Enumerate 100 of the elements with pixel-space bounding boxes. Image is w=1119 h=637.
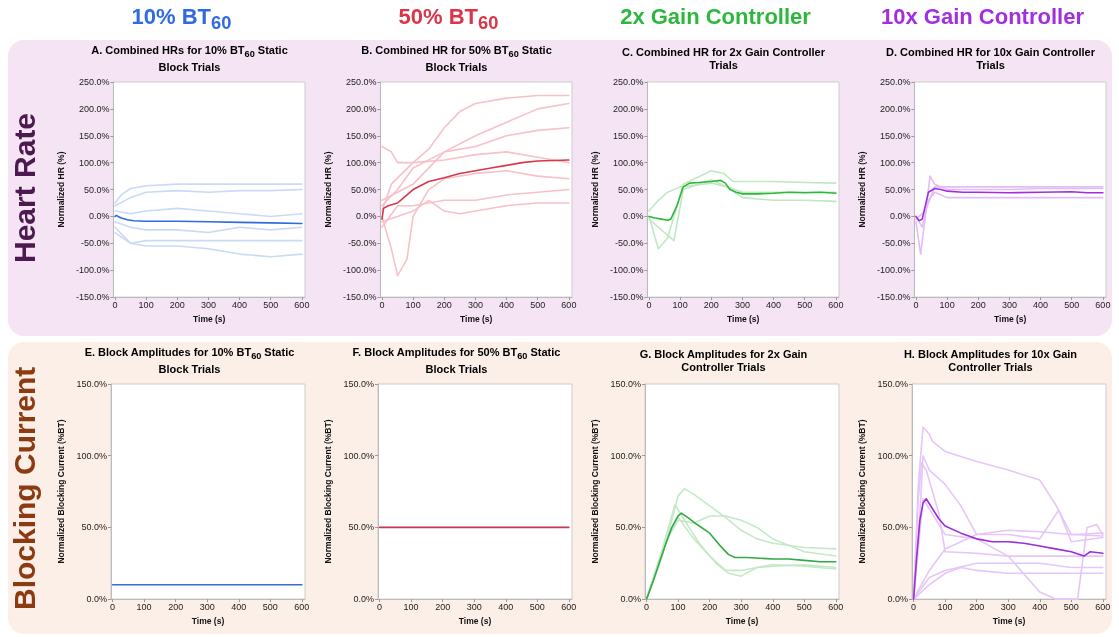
y-tick-label: 100.0% bbox=[78, 157, 110, 168]
y-tick-label: 50.0% bbox=[884, 184, 911, 195]
y-tick-label: 100.0% bbox=[610, 450, 641, 461]
y-tick-label: 250.0% bbox=[78, 77, 110, 87]
chart-title: H. Block Amplitudes for 10x Gain Controller Trials bbox=[902, 348, 1079, 374]
x-tick-label: 200 bbox=[435, 601, 451, 612]
x-tick-label: 400 bbox=[231, 601, 247, 612]
y-tick-label: 150.0% bbox=[78, 130, 110, 141]
text: Blocking Current bbox=[8, 365, 42, 612]
y-tick-label: 200.0% bbox=[78, 103, 110, 114]
y-tick-label: -50.0% bbox=[614, 238, 644, 249]
y-tick-label: 150.0% bbox=[612, 130, 644, 141]
y-tick-label: 200.0% bbox=[879, 103, 911, 114]
x-tick-label: 400 bbox=[498, 601, 514, 612]
x-tick-label: 400 bbox=[765, 601, 781, 612]
y-tick-label: -100.0% bbox=[609, 265, 644, 276]
x-tick-label: 100 bbox=[670, 601, 686, 612]
x-tick-label: 100 bbox=[939, 299, 955, 310]
chart-title: D. Combined HR for 10x Gain Controller Trials bbox=[885, 46, 1096, 72]
x-axis-title: Time (s) bbox=[459, 313, 493, 324]
x-tick-label: 0 bbox=[112, 299, 118, 310]
y-tick-label: 0.0% bbox=[88, 211, 110, 222]
x-axis-title: Time (s) bbox=[458, 615, 492, 626]
y-tick-label: 150.0% bbox=[879, 130, 911, 141]
x-tick-label: 300 bbox=[199, 601, 215, 612]
chart-title: E. Block Amplitudes for 10% BT$_{60}$ Static Block Trials bbox=[84, 345, 295, 376]
y-tick-label: 0.0% bbox=[622, 211, 644, 222]
x-axis-title: Time (s) bbox=[993, 313, 1027, 324]
y-tick-label: 50.0% bbox=[350, 184, 377, 195]
x-tick-label: 100 bbox=[672, 299, 688, 310]
x-tick-label: 600 bbox=[294, 601, 310, 612]
chart-title: F. Block Amplitudes for 50% BT$_{60}$ Static Block Trials bbox=[352, 345, 561, 376]
text: Heart Rate bbox=[8, 111, 42, 266]
y-tick-label: 100.0% bbox=[877, 450, 908, 461]
x-tick-label: 400 bbox=[499, 299, 515, 310]
x-tick-label: 300 bbox=[734, 299, 750, 310]
x-tick-label: 300 bbox=[200, 299, 216, 310]
y-tick-label: 50.0% bbox=[83, 184, 110, 195]
chart-title: C. Combined HR for 2x Gain Controller Trials bbox=[621, 46, 826, 72]
y-tick-label: -150.0% bbox=[876, 292, 911, 303]
x-tick-label: 200 bbox=[702, 601, 718, 612]
x-tick-label: 500 bbox=[1064, 299, 1080, 310]
y-tick-label: 150.0% bbox=[343, 379, 374, 389]
y-tick-label: -50.0% bbox=[347, 238, 377, 249]
y-tick-label: 200.0% bbox=[345, 103, 377, 114]
x-tick-label: 100 bbox=[405, 299, 421, 310]
x-tick-label: 400 bbox=[1032, 601, 1048, 612]
x-tick-label: 0 bbox=[913, 299, 919, 310]
y-tick-label: 50.0% bbox=[348, 522, 374, 533]
y-tick-label: 50.0% bbox=[81, 522, 107, 533]
y-tick-label: 0.0% bbox=[355, 211, 377, 222]
y-tick-label: 100.0% bbox=[879, 157, 911, 168]
x-tick-label: 600 bbox=[561, 601, 577, 612]
x-tick-label: 200 bbox=[703, 299, 719, 310]
x-tick-label: 300 bbox=[467, 299, 483, 310]
y-tick-label: 100.0% bbox=[76, 450, 107, 461]
x-tick-label: 200 bbox=[969, 601, 985, 612]
y-tick-label: 100.0% bbox=[612, 157, 644, 168]
x-tick-label: 500 bbox=[262, 601, 278, 612]
y-tick-label: 150.0% bbox=[345, 130, 377, 141]
chart-title: B. Combined HR for 50% BT$_{60}$ Static Block Trials bbox=[361, 43, 552, 74]
x-tick-label: 100 bbox=[136, 601, 152, 612]
y-tick-label: -100.0% bbox=[342, 265, 377, 276]
x-tick-label: 200 bbox=[169, 299, 185, 310]
x-tick-label: 200 bbox=[970, 299, 986, 310]
y-axis-title: Normalized Blocking Current (%BT) bbox=[589, 419, 600, 564]
text: 10% BT$_{60}$ bbox=[130, 4, 233, 35]
chart-title: G. Block Amplitudes for 2x Gain Controller Trials bbox=[638, 348, 809, 374]
x-axis-title: Time (s) bbox=[992, 615, 1026, 626]
x-tick-label: 300 bbox=[466, 601, 482, 612]
y-tick-label: 200.0% bbox=[612, 103, 644, 114]
x-tick-label: 0 bbox=[110, 601, 116, 612]
x-tick-label: 300 bbox=[1000, 601, 1016, 612]
text: 10x Gain Controller bbox=[880, 4, 1085, 30]
x-tick-label: 600 bbox=[561, 299, 577, 310]
x-tick-label: 0 bbox=[911, 601, 917, 612]
y-tick-label: 250.0% bbox=[345, 77, 377, 87]
x-tick-label: 400 bbox=[766, 299, 782, 310]
y-tick-label: 0.0% bbox=[353, 594, 374, 605]
x-tick-label: 500 bbox=[530, 299, 546, 310]
y-tick-label: -150.0% bbox=[342, 292, 377, 303]
x-tick-label: 100 bbox=[138, 299, 154, 310]
x-tick-label: 600 bbox=[294, 299, 310, 310]
y-tick-label: 250.0% bbox=[879, 77, 911, 87]
x-tick-label: 0 bbox=[646, 299, 652, 310]
x-tick-label: 500 bbox=[263, 299, 279, 310]
x-axis-title: Time (s) bbox=[726, 313, 760, 324]
x-tick-label: 600 bbox=[828, 299, 844, 310]
y-tick-label: -50.0% bbox=[881, 238, 911, 249]
y-tick-label: 50.0% bbox=[615, 522, 641, 533]
x-tick-label: 600 bbox=[1095, 299, 1111, 310]
y-axis-title: Normalized HR (%) bbox=[589, 151, 600, 228]
y-tick-label: 0.0% bbox=[620, 594, 641, 605]
y-tick-label: 0.0% bbox=[86, 594, 107, 605]
x-tick-label: 500 bbox=[796, 601, 812, 612]
y-tick-label: -100.0% bbox=[876, 265, 911, 276]
x-tick-label: 500 bbox=[529, 601, 545, 612]
x-tick-label: 0 bbox=[644, 601, 650, 612]
x-tick-label: 600 bbox=[828, 601, 844, 612]
x-tick-label: 500 bbox=[797, 299, 813, 310]
